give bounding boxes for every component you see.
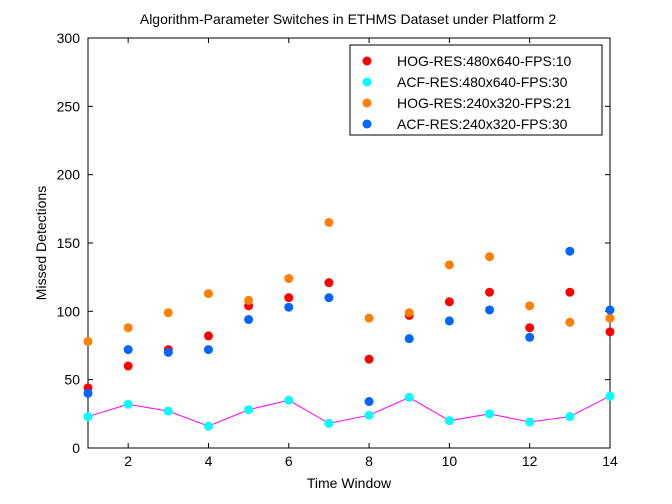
y-axis-label: Missed Detections bbox=[33, 186, 49, 300]
x-tick-label: 14 bbox=[602, 453, 618, 469]
data-point bbox=[485, 305, 495, 315]
legend-marker bbox=[362, 77, 372, 87]
data-point bbox=[565, 246, 575, 256]
data-point bbox=[324, 278, 334, 288]
legend-marker bbox=[362, 56, 372, 66]
data-point bbox=[364, 397, 374, 407]
y-tick-label: 300 bbox=[57, 30, 81, 46]
y-tick-label: 200 bbox=[57, 167, 81, 183]
data-point bbox=[123, 323, 133, 333]
data-points bbox=[83, 218, 615, 431]
series-2 bbox=[83, 391, 615, 431]
data-point bbox=[444, 297, 454, 307]
data-point bbox=[284, 274, 294, 284]
data-point bbox=[605, 327, 615, 337]
data-point bbox=[364, 313, 374, 323]
data-point bbox=[525, 332, 535, 342]
x-axis-label: Time Window bbox=[307, 475, 392, 491]
data-point bbox=[525, 323, 535, 333]
data-point bbox=[163, 308, 173, 318]
legend: HOG-RES:480x640-FPS:10 ACF-RES:480x640-FP… bbox=[349, 44, 603, 136]
data-point bbox=[565, 287, 575, 297]
x-tick-label: 6 bbox=[285, 453, 293, 469]
data-point bbox=[364, 354, 374, 364]
data-point bbox=[203, 345, 213, 355]
data-point bbox=[244, 315, 254, 325]
data-point bbox=[485, 409, 495, 419]
data-point bbox=[203, 331, 213, 341]
data-point bbox=[444, 316, 454, 326]
legend-marker bbox=[362, 119, 372, 129]
axis-ticks: 2 4 6 8 10 12 14 0 50 100 150 200 250 300 bbox=[57, 30, 618, 469]
x-tick-label: 8 bbox=[365, 453, 373, 469]
x-tick-label: 2 bbox=[124, 453, 132, 469]
data-point bbox=[123, 345, 133, 355]
legend-label: HOG-RES:480x640-FPS:10 bbox=[397, 53, 572, 69]
y-tick-label: 100 bbox=[57, 303, 81, 319]
legend-box bbox=[349, 44, 603, 136]
data-point bbox=[444, 260, 454, 270]
data-point bbox=[525, 301, 535, 311]
data-point bbox=[203, 289, 213, 299]
connecting-line-path bbox=[87, 395, 611, 427]
data-point bbox=[163, 347, 173, 357]
y-tick-label: 0 bbox=[72, 440, 80, 456]
legend-label: HOG-RES:240x320-FPS:21 bbox=[397, 95, 572, 111]
data-point bbox=[83, 388, 93, 398]
data-point bbox=[525, 417, 535, 427]
series-3 bbox=[83, 218, 615, 346]
legend-label: ACF-RES:480x640-FPS:30 bbox=[397, 74, 568, 90]
data-point bbox=[485, 252, 495, 262]
data-point bbox=[605, 391, 615, 401]
data-point bbox=[284, 302, 294, 312]
x-tick-label: 12 bbox=[522, 453, 538, 469]
data-point bbox=[83, 412, 93, 422]
chart-title: Algorithm-Parameter Switches in ETHMS Da… bbox=[140, 11, 556, 27]
y-tick-label: 150 bbox=[57, 235, 81, 251]
series-4 bbox=[83, 246, 615, 407]
data-point bbox=[123, 399, 133, 409]
data-point bbox=[123, 361, 133, 371]
data-point bbox=[284, 395, 294, 405]
data-point bbox=[324, 293, 334, 303]
y-tick-label: 250 bbox=[57, 98, 81, 114]
x-tick-label: 4 bbox=[205, 453, 213, 469]
legend-label: ACF-RES:240x320-FPS:30 bbox=[397, 116, 568, 132]
data-point bbox=[364, 410, 374, 420]
legend-marker bbox=[362, 98, 372, 108]
data-point bbox=[605, 313, 615, 323]
data-point bbox=[83, 336, 93, 346]
data-point bbox=[404, 334, 414, 344]
data-point bbox=[485, 287, 495, 297]
data-point bbox=[404, 308, 414, 318]
data-point bbox=[203, 421, 213, 431]
y-tick-label: 50 bbox=[64, 372, 80, 388]
data-point bbox=[324, 218, 334, 227]
data-point bbox=[244, 405, 254, 415]
connecting-line bbox=[87, 395, 611, 427]
data-point bbox=[284, 293, 294, 303]
data-point bbox=[324, 418, 334, 428]
x-tick-label: 10 bbox=[442, 453, 458, 469]
data-point bbox=[605, 305, 615, 315]
data-point bbox=[565, 317, 575, 327]
data-point bbox=[444, 416, 454, 426]
data-point bbox=[404, 392, 414, 402]
data-point bbox=[565, 412, 575, 422]
data-point bbox=[244, 295, 254, 305]
data-point bbox=[163, 406, 173, 416]
